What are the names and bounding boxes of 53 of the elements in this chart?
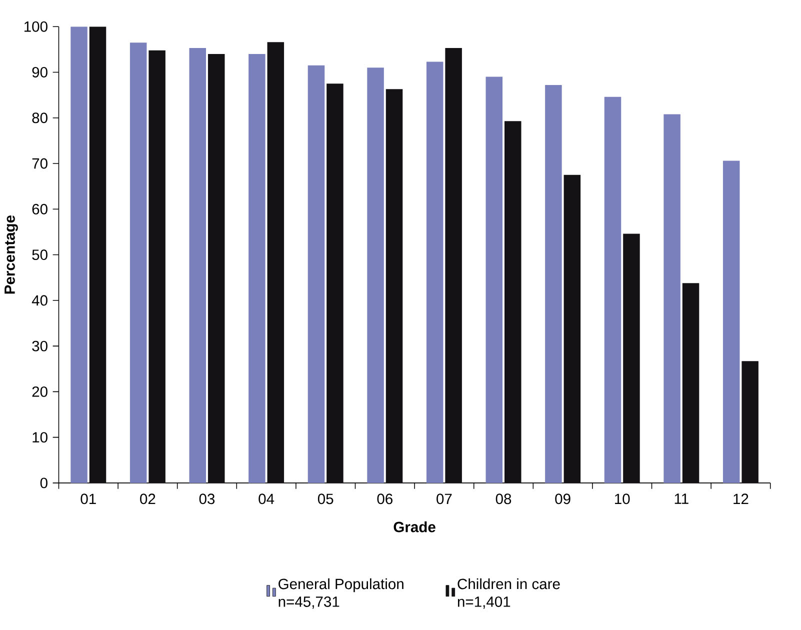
bar [267,42,284,484]
bar [89,26,106,484]
bar [545,85,562,484]
bar [664,114,680,484]
bar [367,68,384,484]
bar [426,62,444,484]
bar [504,121,522,484]
bar [564,175,581,484]
bar [722,160,740,484]
y-tick-label: 80 [32,112,48,124]
bar [70,26,88,484]
bar [326,84,344,484]
x-tick-label: 09 [555,494,570,504]
x-tick-label: 08 [496,494,512,504]
x-tick-label: 06 [377,494,392,504]
bar [148,50,166,484]
y-tick-label: 60 [32,204,48,214]
bar [623,234,640,484]
bar [604,96,622,484]
x-tick-label: 02 [140,494,156,504]
y-tick-label: 90 [32,67,48,78]
bar [742,361,758,484]
bar [486,76,503,484]
y-tick-label: 70 [32,158,48,169]
text: n=1,401 [458,596,510,609]
y-tick-label: 100 [24,21,48,32]
bar [445,48,462,484]
y-tick-label: 30 [32,340,48,352]
x-tick-label: 11 [674,494,688,504]
x-tick-label: 04 [258,494,274,504]
bar [130,42,147,484]
x-tick-label: 01 [80,494,96,504]
x-tick-label: 05 [318,494,334,504]
bar [682,283,700,484]
text: n=45,731 [278,596,340,609]
y-tick-label: 40 [32,295,48,306]
x-tick-label: 12 [734,494,748,504]
y-tick-label: 0 [40,478,48,488]
bar [248,54,266,484]
y-tick-label: 50 [32,250,48,260]
x-tick-label: 03 [199,494,215,504]
y-axis-title: Percentage [4,216,18,294]
y-tick-label: 10 [32,432,48,443]
x-tick-label: 10 [615,494,630,504]
bar [308,65,325,484]
bar [189,48,206,484]
bar [208,54,225,484]
x-tick-label: 07 [436,494,452,504]
x-axis-title: Grade [394,522,436,532]
y-tick-label: 20 [32,386,48,398]
legend-label: Children in care [458,578,560,590]
legend-label: General Population [278,578,404,592]
bar [386,89,403,484]
